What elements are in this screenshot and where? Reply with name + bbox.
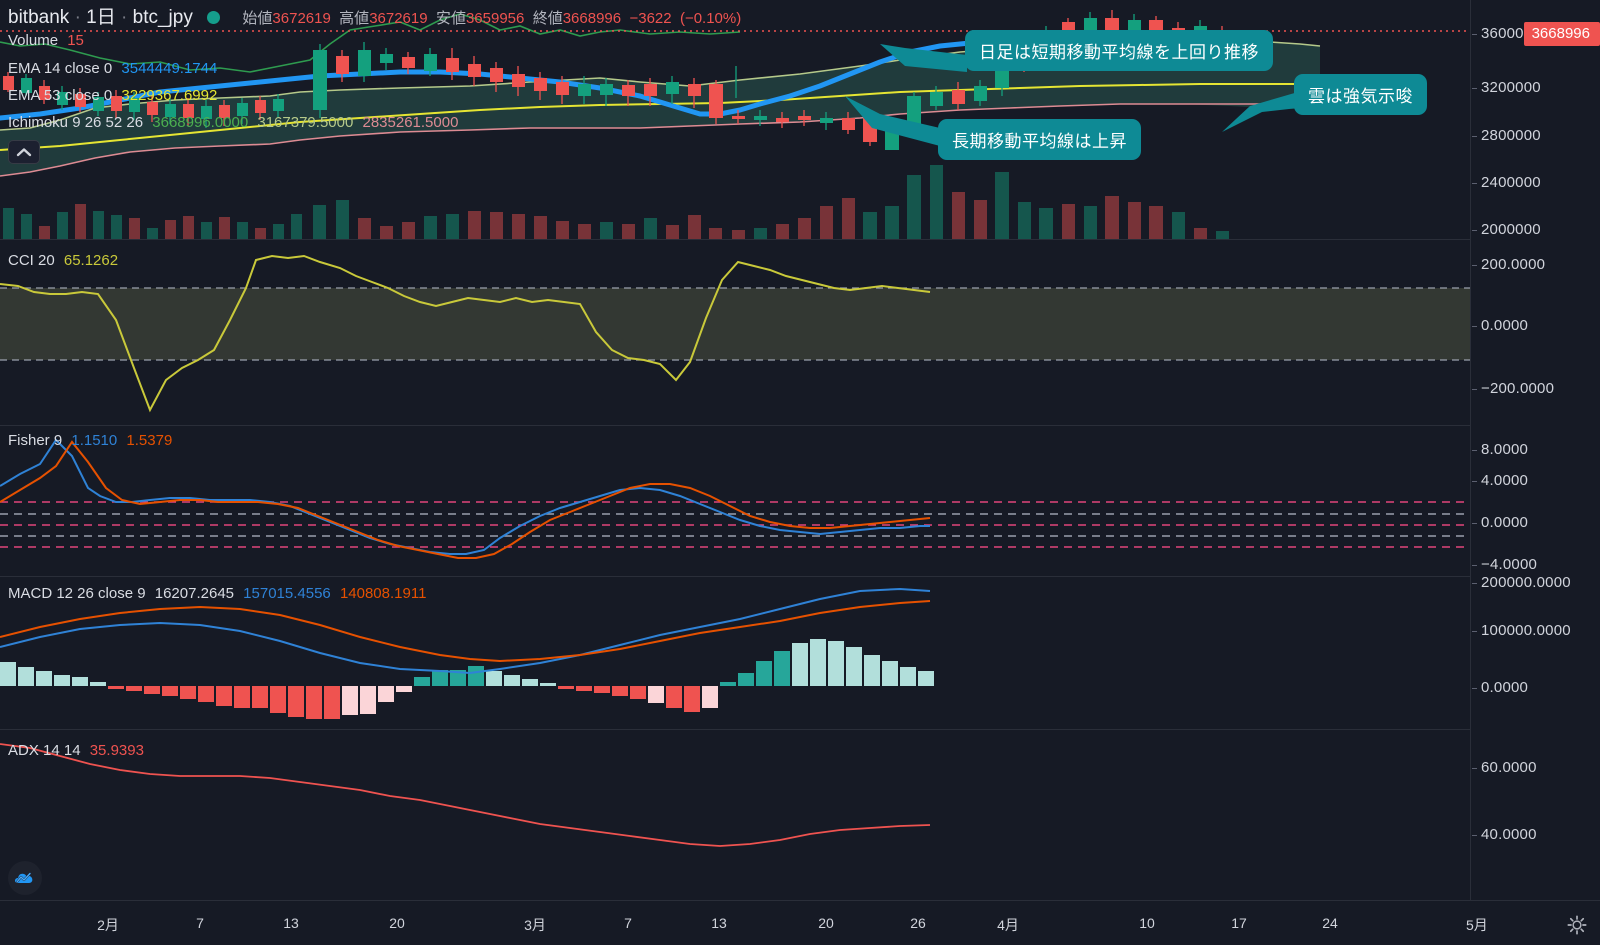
time-axis-label: 10: [1139, 915, 1155, 931]
ohlc-change-pct: (−0.10%): [679, 10, 742, 27]
fisher-line: [0, 438, 930, 555]
pane-separator-4[interactable]: [0, 729, 1600, 730]
adx-chart-svg: [0, 743, 931, 847]
gear-icon: [1567, 915, 1587, 935]
ohlc-close-value: 3668996: [562, 10, 622, 27]
header-ohlc: 始値3672619 高値3672619 安値3659956 終値3668996 …: [242, 10, 741, 27]
time-axis-label: 24: [1322, 915, 1338, 931]
fisher-chart-svg: [0, 438, 1470, 559]
macd-axis-tick: 100000.0000: [1472, 622, 1571, 639]
fisher-axis-tick: 0.0000: [1471, 514, 1529, 531]
ohlc-low-value: 3659956: [465, 10, 525, 27]
macd-pane[interactable]: MACD 12 26 close 9 16207.2645 157015.455…: [0, 577, 1470, 729]
price-axis-tick: 3200000: [1472, 79, 1541, 96]
time-axis-label: 20: [818, 915, 834, 931]
header-sep-2: ·: [121, 7, 128, 28]
time-axis-label: 2月: [97, 917, 119, 933]
ohlc-open-label: 始値: [242, 10, 273, 27]
time-axis-label: 3月: [524, 917, 546, 933]
chevron-up-icon: [16, 148, 32, 157]
tradingview-logo-icon: [14, 872, 33, 884]
price-axis-tick: 2400000: [1472, 174, 1541, 191]
time-axis-label: 26: [910, 915, 926, 931]
fisher-axis-tick: 8.0000: [1471, 441, 1529, 458]
chart-header: bitbank · 1日 · btc_jpy 始値3672619 高値36726…: [8, 2, 741, 29]
cci-line: [0, 254, 931, 413]
price-axis-tick: 2800000: [1472, 127, 1541, 144]
macd-line: [0, 587, 931, 675]
macd-axis-tick: 200000.0000: [1472, 574, 1571, 591]
price-chart-svg: [0, 10, 1470, 239]
header-symbol[interactable]: btc_jpy: [132, 7, 193, 28]
macd-chart-svg: [0, 587, 934, 719]
time-axis-label: 17: [1231, 915, 1247, 931]
last-price-badge: 3668996: [1523, 22, 1600, 46]
cci-axis-tick: 200.0000: [1471, 256, 1546, 273]
ohlc-low-label: 安値: [435, 10, 466, 27]
fisher-pane[interactable]: Fisher 9 1.1510 1.5379: [0, 426, 1470, 576]
volume-series: [3, 165, 1229, 239]
price-axis-tick: 2000000: [1472, 221, 1541, 238]
time-axis-label: 5月: [1466, 917, 1488, 933]
collapse-pane-button[interactable]: [8, 140, 40, 164]
ohlc-high-value: 3672619: [369, 10, 428, 27]
pane-separator-1[interactable]: [0, 239, 1600, 240]
cci-axis-tick: −200.0000: [1471, 380, 1555, 397]
adx-axis-tick: 60.0000: [1472, 759, 1537, 776]
tradingview-logo[interactable]: [8, 861, 42, 895]
cci-pane[interactable]: CCI 20 65.1262: [0, 240, 1470, 425]
chikou-span-line: [0, 13, 741, 73]
cci-band: [0, 288, 1470, 360]
pane-separator-3[interactable]: [0, 576, 1600, 577]
adx-pane[interactable]: ADX 14 14 35.9393: [0, 730, 1470, 900]
cci-axis-tick: 0.0000: [1471, 317, 1529, 334]
header-interval[interactable]: 1日: [86, 7, 116, 28]
fisher-axis-tick: −4.0000: [1471, 556, 1538, 573]
macd-signal-line: [0, 600, 931, 663]
chart-settings-button[interactable]: [1566, 914, 1588, 936]
adx-axis-tick: 40.0000: [1472, 826, 1537, 843]
header-exchange[interactable]: bitbank: [8, 7, 70, 28]
fisher-trigger-line: [0, 440, 931, 559]
market-open-dot: [207, 11, 221, 25]
time-axis-label: 7: [196, 915, 204, 931]
time-axis-label: 13: [283, 915, 299, 931]
ichimoku-cloud: [0, 40, 1320, 176]
time-axis-label: 4月: [997, 917, 1019, 933]
time-axis-label: 13: [711, 915, 727, 931]
pane-separator-2[interactable]: [0, 425, 1600, 426]
ohlc-change-value: −3622: [629, 10, 672, 27]
header-sep-1: ·: [74, 7, 81, 28]
adx-line: [0, 743, 931, 847]
ohlc-open-value: 3672619: [272, 10, 331, 27]
time-axis-label: 7: [624, 915, 632, 931]
ohlc-high-label: 高値: [339, 10, 370, 27]
callout-long-ma-rising: 長期移動平均線は上昇: [938, 119, 1141, 160]
macd-histogram: [0, 639, 934, 719]
cci-chart-svg: [0, 254, 1470, 413]
time-axis[interactable]: 2月 7 13 20 3月 7 13 20 26 4月 10 17 24 5月: [0, 900, 1600, 945]
fisher-axis-tick: 4.0000: [1471, 472, 1529, 489]
callout-cloud-bullish: 雲は強気示唆: [1294, 74, 1427, 115]
ohlc-close-label: 終値: [532, 10, 563, 27]
callout-daily-above-short-ma: 日足は短期移動平均線を上回り推移: [965, 30, 1273, 71]
price-axis[interactable]: 3600000 3200000 2800000 2400000 2000000 …: [1470, 0, 1600, 900]
senkou-span-b-line: [0, 103, 1320, 177]
macd-axis-tick: 0.0000: [1471, 679, 1529, 696]
time-axis-label: 20: [389, 915, 405, 931]
